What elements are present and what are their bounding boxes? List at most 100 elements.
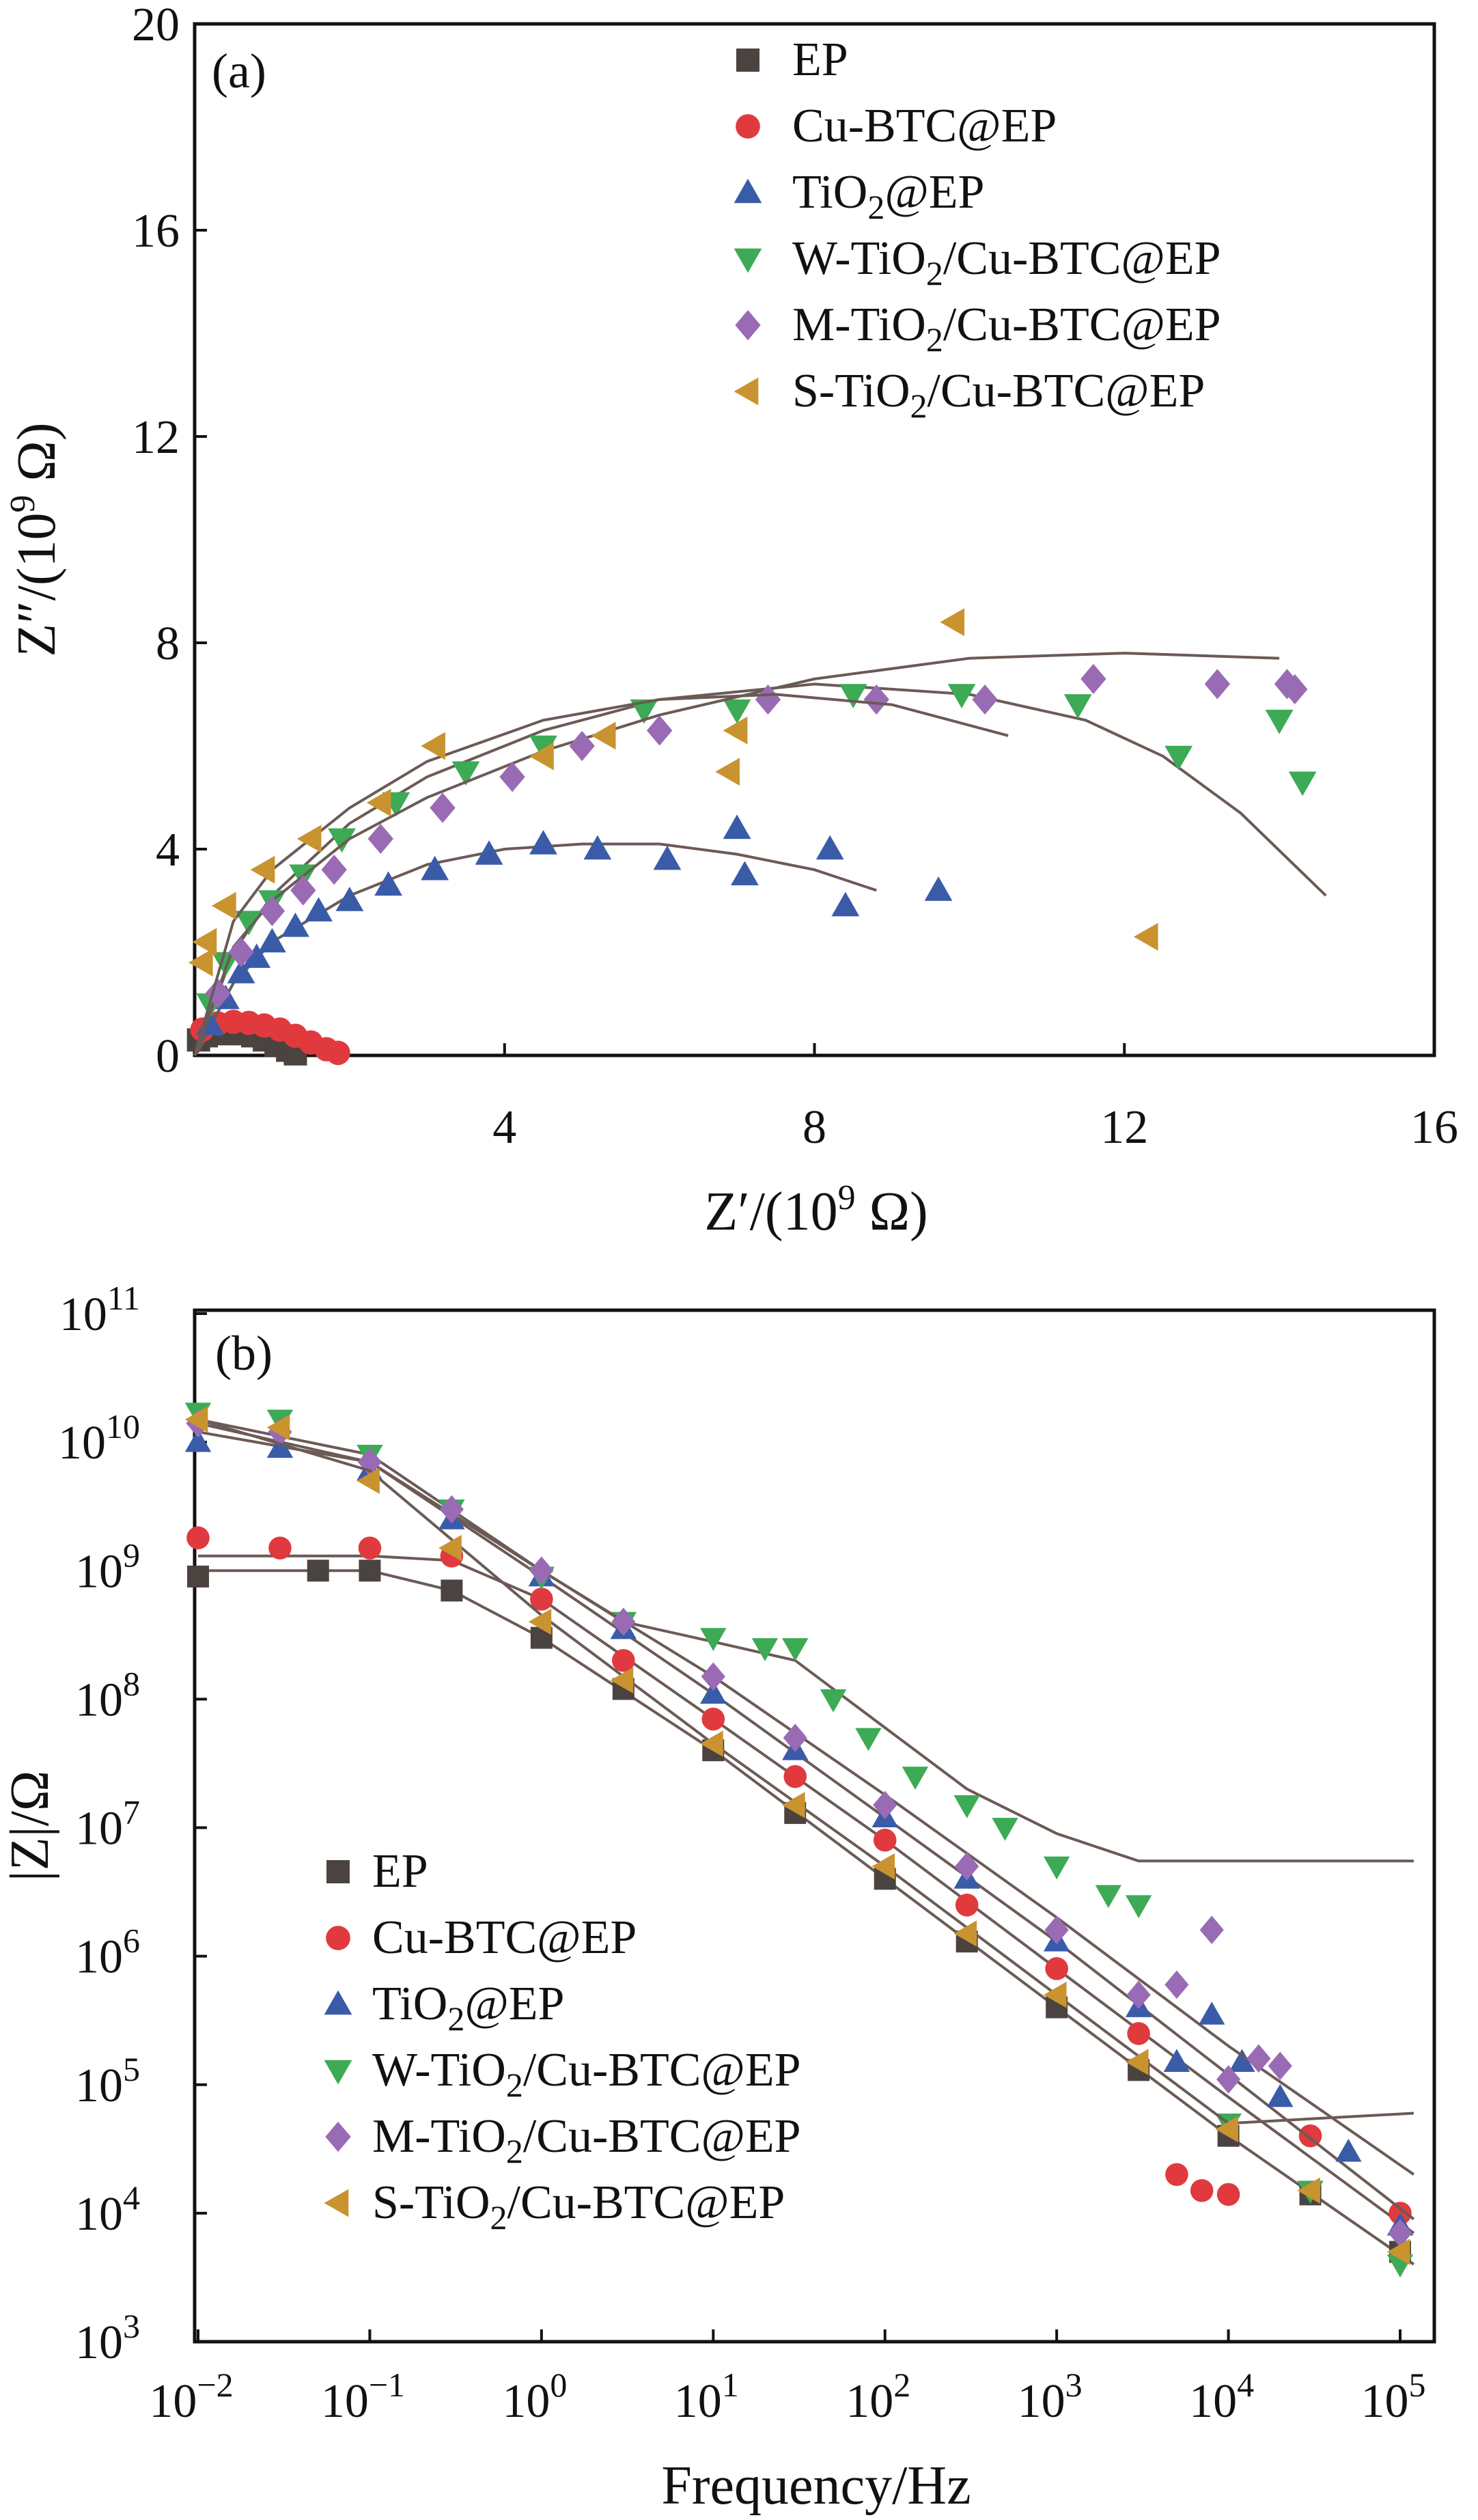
data-point-b [1165,1970,1189,1999]
data-point-b [439,1495,464,1524]
data-point-b [1335,2138,1362,2162]
data-point-b [783,1764,807,1788]
data-point-b [359,1560,381,1582]
data-point-a [529,742,554,771]
legend-marker-b [326,1860,350,1883]
data-point-b [186,1526,210,1550]
x-ticks-b: 10−2 10−1 100 101 102 103 104 105 [149,2329,1426,2428]
data-point-b [184,1428,212,1452]
legend-a: EP Cu-BTC@EP TiO2@EPW-TiO2/Cu-BTC@EP M-TiO2… [734,33,1221,425]
data-point-a [335,887,364,911]
legend-label-a: Cu-BTC@EP [792,100,1057,152]
series-group-b [184,1402,1415,2277]
data-point-a [1282,674,1308,705]
data-point-a [839,684,867,708]
data-point-a [863,684,889,715]
data-point-a [940,608,964,637]
data-point-b [1190,2178,1214,2202]
data-point-a [529,735,557,760]
legend-label-b: EP [372,1845,428,1898]
data-point-a [321,855,347,885]
data-point-b [438,1534,462,1562]
series-group-a [186,608,1327,1066]
data-point-b [612,1648,635,1672]
y-tick-label-b: 108 [75,1664,140,1726]
data-point-a [972,684,998,715]
x-tick-label-a: 12 [1100,1101,1148,1154]
data-point-b [266,1435,294,1458]
y-tick-label-a: 20 [132,0,180,51]
data-point-a [367,823,393,854]
data-point-b [1125,2049,1149,2075]
panel-label-b: (b) [215,1326,273,1381]
y-tick-label-a: 12 [132,411,180,464]
legend-marker-a [734,377,759,406]
data-point-a [1165,745,1193,771]
data-point-a [731,861,759,886]
data-point-a [475,840,503,865]
data-point-a [235,911,263,936]
data-point-a [211,891,236,920]
x-tick-label-a: 16 [1410,1101,1458,1154]
data-point-b [187,1565,209,1588]
data-point-a [499,762,525,792]
y-tick-label-a: 8 [156,618,180,670]
y-tick-label-b: 107 [75,1793,140,1855]
data-point-b [1268,2051,1292,2081]
data-point-a [755,684,781,715]
legend-label-a: TiO2@EP [792,166,984,226]
data-point-a [715,758,740,786]
data-point-b [1388,2219,1412,2247]
data-point-b [441,1579,463,1602]
data-point-b [873,1790,897,1820]
data-point-a [259,896,285,926]
x-tick-label-b: 100 [502,2366,567,2428]
data-point-b [955,1893,979,1917]
data-point-a [242,943,271,968]
x-tick-label-b: 104 [1189,2366,1254,2428]
data-point-b [1165,2163,1188,2187]
data-point-a [1288,771,1317,797]
data-point-a [831,891,860,917]
data-point-a [305,897,333,922]
data-point-b [1125,1895,1152,1918]
data-point-b [1044,1915,1069,1945]
data-point-b [701,1707,725,1731]
legend-marker-b [324,2060,352,2085]
data-point-b [782,1792,805,1818]
legend-label-b: M-TiO2/Cu-BTC@EP [372,2110,801,2170]
data-point-a [1265,709,1294,734]
legend-label-a: S-TiO2/Cu-BTC@EP [792,365,1205,425]
panel-label-a: (a) [212,44,266,98]
data-point-b [782,1638,809,1661]
x-tick-label-a: 4 [492,1101,516,1154]
data-point-b [1267,2083,1294,2107]
y-tick-label-b: 106 [75,1922,140,1984]
legend-label-b: Cu-BTC@EP [372,1911,637,1964]
data-point-b [307,1560,329,1582]
data-point-b [955,1852,979,1881]
data-point-a [421,732,445,760]
fit-line-a [193,682,1327,1056]
data-point-b [184,1406,208,1433]
data-point-b [700,1628,727,1651]
data-point-b [529,1556,554,1586]
data-point-b [873,1828,897,1852]
legend-marker-b [326,1926,350,1950]
y-tick-label-a: 0 [156,1030,180,1083]
x-tick-label-b: 10−1 [321,2366,405,2428]
data-point-a [281,912,309,937]
x-axis-title-a: Z′/(109 Ω) [704,1178,928,1242]
data-point-a [430,792,456,823]
data-point-b [902,1767,929,1790]
data-point-b [700,1680,727,1704]
data-point-a [188,948,213,977]
data-point-b [783,1723,807,1752]
data-point-a [192,928,217,956]
y-tick-label-b: 104 [75,2178,140,2241]
data-point-b [530,1588,553,1611]
legend-marker-a [735,309,761,341]
nyquist-panel: (a) 0 4 8 12 16 20 4 8 12 16 EP Cu-BTC@EP TiO2@EPW… [3,0,1458,1242]
